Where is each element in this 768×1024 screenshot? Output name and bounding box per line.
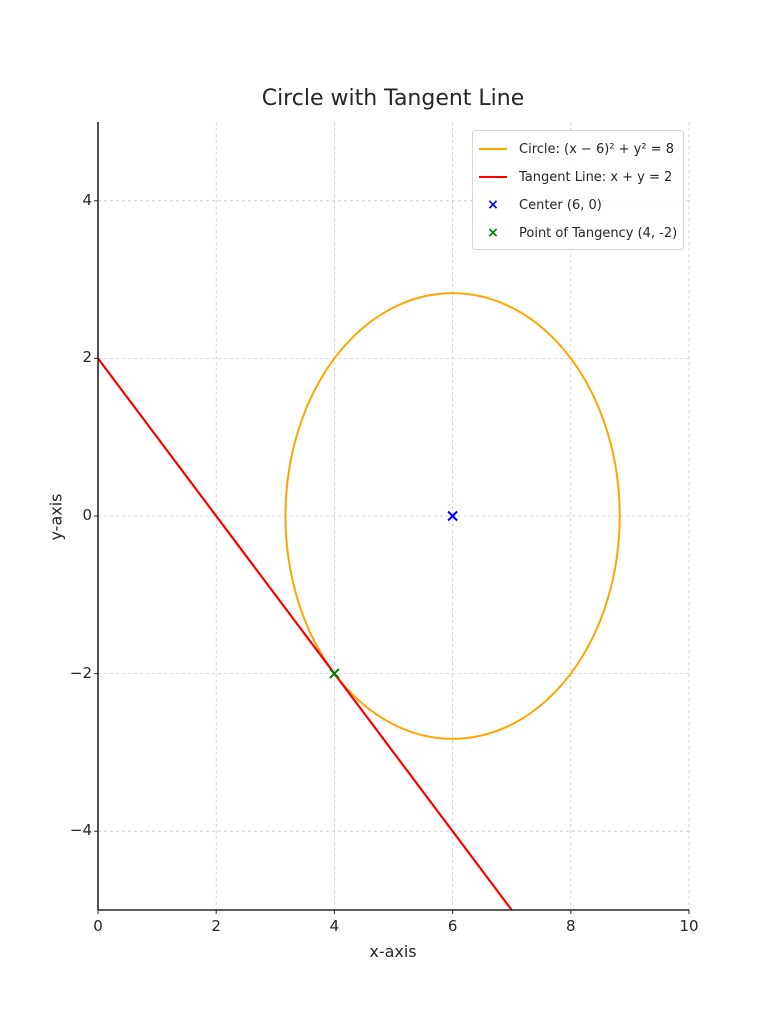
x-tick-label: 8 — [566, 917, 576, 935]
x-tick-label: 10 — [679, 917, 699, 935]
blue-x-marker-icon: × — [487, 197, 499, 213]
tangent-line — [98, 357, 513, 910]
y-tick-label: 0 — [82, 506, 92, 524]
y-tick-label: 4 — [82, 190, 92, 209]
legend-item-tangent: Tangent Line: x + y = 2 — [473, 167, 672, 187]
axes — [94, 122, 690, 914]
x-tick-label: 2 — [211, 917, 221, 935]
orange-line-swatch-icon — [479, 148, 507, 150]
x-axis-label: x-axis — [369, 942, 417, 961]
tangency-marker-icon — [329, 668, 340, 679]
legend-label: Center (6, 0) — [519, 197, 602, 213]
series-layer — [98, 292, 621, 910]
legend-item-center: × Center (6, 0) — [473, 195, 602, 215]
y-tick-label: −2 — [69, 663, 92, 682]
legend-label: Tangent Line: x + y = 2 — [519, 169, 673, 185]
y-tick-label: 2 — [82, 348, 92, 367]
legend: Circle: (x − 6)² + y² = 8 Tangent Line: … — [472, 130, 684, 250]
x-tick-label: 6 — [447, 917, 458, 935]
x-tick-label: 0 — [93, 917, 103, 935]
center-marker-icon — [447, 510, 458, 522]
y-axis-label: y-axis — [46, 493, 66, 541]
chart-title: Circle with Tangent Line — [261, 86, 525, 111]
green-x-marker-icon: × — [487, 225, 499, 241]
legend-item-circle: Circle: (x − 6)² + y² = 8 — [473, 139, 674, 159]
red-line-swatch-icon — [479, 176, 507, 178]
y-tick-label: −4 — [69, 821, 92, 840]
legend-item-tangency: × Point of Tangency (4, -2) — [473, 223, 677, 243]
legend-label: Circle: (x − 6)² + y² = 8 — [519, 141, 674, 157]
legend-label: Point of Tangency (4, -2) — [519, 225, 678, 241]
x-tick-label: 4 — [329, 917, 340, 935]
circle-curve — [284, 292, 621, 740]
